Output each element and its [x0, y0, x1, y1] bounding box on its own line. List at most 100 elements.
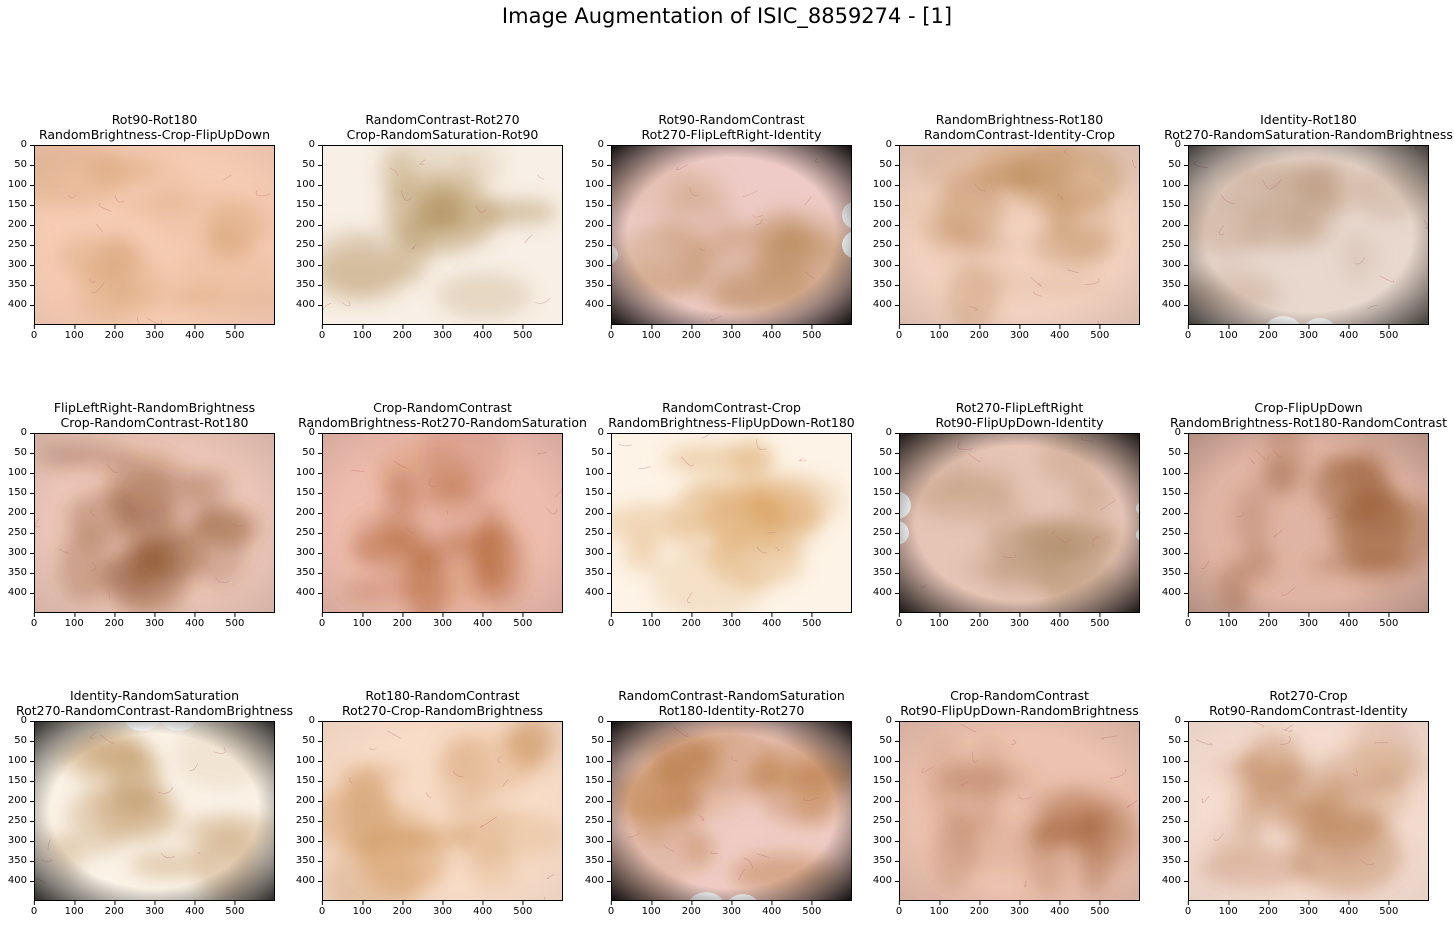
- augmentation-panel: Identity-Rot180 Rot270-RandomSaturation-R…: [1162, 112, 1453, 341]
- x-tick-label: 0: [1184, 613, 1192, 629]
- x-tick-label: 500: [513, 325, 533, 341]
- skin-lesion-image: [899, 433, 1140, 613]
- y-tick-label: 0: [597, 427, 612, 438]
- y-tick-label: 100: [7, 179, 35, 190]
- y-tick-label: 0: [308, 139, 323, 150]
- x-tick-label: 300: [144, 613, 165, 629]
- skin-texture-svg: [35, 434, 274, 612]
- x-tick-label: 400: [762, 901, 782, 917]
- skin-texture-svg: [612, 722, 851, 900]
- augmentation-panel: Identity-RandomSaturation Rot270-RandomCo…: [8, 688, 293, 917]
- y-tick-label: 300: [584, 259, 612, 270]
- x-tick-label: 200: [681, 901, 701, 917]
- y-tick-label: 250: [1161, 527, 1189, 538]
- y-tick-label: 0: [20, 139, 35, 150]
- y-tick-label: 150: [7, 775, 35, 786]
- y-tick-label: 300: [295, 547, 323, 558]
- y-tick-label: 350: [872, 567, 900, 578]
- skin-texture-svg: [1189, 434, 1428, 612]
- panel-title-line2: Rot270-FlipLeftRight-Identity: [641, 127, 822, 142]
- y-tick-label: 350: [7, 279, 35, 290]
- y-tick-label: 200: [7, 219, 35, 230]
- y-tick-label: 350: [584, 279, 612, 290]
- x-tick-label: 0: [607, 613, 615, 629]
- skin-lesion-image: [1188, 721, 1429, 901]
- y-tick-label: 100: [7, 467, 35, 478]
- x-tick-label: 400: [1050, 901, 1070, 917]
- y-tick-label: 100: [872, 467, 900, 478]
- x-tick-label: 100: [641, 325, 661, 341]
- panel-title: Rot270-Crop Rot90-RandomContrast-Identity: [1128, 688, 1454, 718]
- panel-title: FlipLeftRight-RandomBrightness Crop-Rando…: [0, 400, 335, 430]
- y-tick-label: 300: [872, 835, 900, 846]
- y-tick-label: 350: [295, 567, 323, 578]
- y-tick-label: 0: [885, 715, 900, 726]
- x-tick-label: 200: [392, 901, 412, 917]
- x-tick-label: 400: [185, 613, 205, 629]
- skin-lesion-image: [1188, 433, 1429, 613]
- y-tick-label: 0: [885, 139, 900, 150]
- y-tick-label: 50: [879, 159, 899, 170]
- y-tick-label: 200: [295, 219, 323, 230]
- y-tick-label: 100: [295, 755, 323, 766]
- x-tick-label: 500: [1379, 613, 1399, 629]
- y-tick-label: 400: [1161, 299, 1189, 310]
- y-tick-label: 400: [7, 587, 35, 598]
- y-tick-label: 400: [872, 587, 900, 598]
- panel-title-line1: RandomContrast-RandomSaturation: [618, 688, 845, 703]
- augmentation-panel: FlipLeftRight-RandomBrightness Crop-Rando…: [8, 400, 275, 629]
- panel-title-line1: Rot180-RandomContrast: [365, 688, 520, 703]
- y-tick-label: 150: [295, 775, 323, 786]
- y-tick-label: 400: [584, 875, 612, 886]
- x-tick-label: 500: [802, 325, 822, 341]
- y-tick-label: 50: [14, 447, 34, 458]
- y-tick-label: 250: [1161, 815, 1189, 826]
- y-tick-label: 300: [7, 835, 35, 846]
- y-tick-label: 0: [1174, 139, 1189, 150]
- y-tick-label: 400: [872, 299, 900, 310]
- x-tick-label: 400: [1050, 325, 1070, 341]
- y-tick-label: 150: [1161, 487, 1189, 498]
- panel-title-line1: RandomBrightness-Rot180: [935, 112, 1104, 127]
- panel-title-line2: RandomBrightness-FlipUpDown-Rot180: [608, 415, 855, 430]
- y-tick-label: 100: [584, 179, 612, 190]
- x-tick-label: 400: [185, 325, 205, 341]
- skin-texture-svg: [612, 146, 851, 324]
- y-tick-label: 200: [295, 507, 323, 518]
- y-tick-label: 50: [302, 735, 322, 746]
- x-tick-label: 300: [1298, 613, 1319, 629]
- panel-title: RandomBrightness-Rot180 RandomContrast-Id…: [839, 112, 1200, 142]
- x-tick-label: 500: [1090, 613, 1110, 629]
- y-tick-label: 300: [872, 547, 900, 558]
- x-tick-label: 300: [1009, 901, 1030, 917]
- panel-title: Rot180-RandomContrast Rot270-Crop-RandomB…: [262, 688, 623, 718]
- panel-title: Crop-RandomContrast RandomBrightness-Rot2…: [262, 400, 623, 430]
- x-tick-label: 300: [432, 901, 453, 917]
- y-tick-label: 200: [7, 507, 35, 518]
- x-tick-label: 500: [513, 613, 533, 629]
- y-tick-label: 0: [885, 427, 900, 438]
- x-tick-label: 0: [30, 613, 38, 629]
- x-tick-label: 100: [929, 901, 949, 917]
- y-tick-label: 50: [879, 447, 899, 458]
- y-tick-label: 50: [14, 735, 34, 746]
- skin-texture-svg: [35, 146, 274, 324]
- panel-title-line2: Crop-RandomSaturation-Rot90: [346, 127, 539, 142]
- y-tick-label: 200: [872, 795, 900, 806]
- x-tick-label: 200: [392, 613, 412, 629]
- y-tick-label: 200: [7, 795, 35, 806]
- panel-title-line2: RandomBrightness-Rot180-RandomContrast: [1169, 415, 1448, 430]
- x-tick-label: 0: [1184, 325, 1192, 341]
- y-tick-label: 100: [584, 467, 612, 478]
- x-tick-label: 100: [1218, 613, 1238, 629]
- x-tick-label: 300: [144, 325, 165, 341]
- y-tick-label: 350: [1161, 279, 1189, 290]
- y-tick-label: 250: [584, 527, 612, 538]
- y-tick-label: 200: [584, 507, 612, 518]
- skin-lesion-image: [899, 721, 1140, 901]
- y-tick-label: 150: [584, 199, 612, 210]
- skin-lesion-image: [34, 145, 275, 325]
- panel-title-line1: Crop-FlipUpDown: [1254, 400, 1363, 415]
- augmentation-panel: Crop-RandomContrast RandomBrightness-Rot2…: [296, 400, 587, 629]
- x-tick-label: 200: [1258, 901, 1278, 917]
